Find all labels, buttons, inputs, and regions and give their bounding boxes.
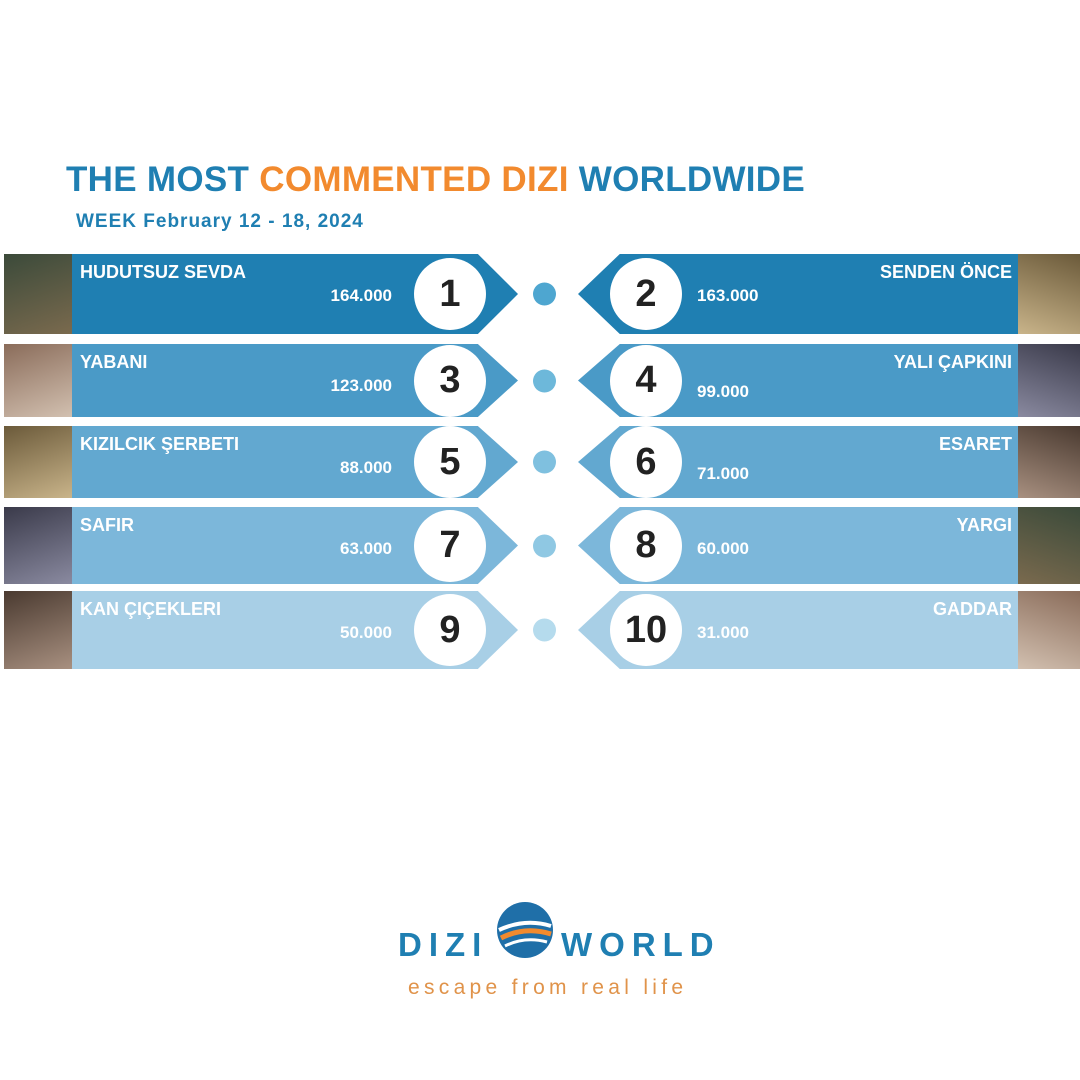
comment-count: 164.000 xyxy=(330,286,392,305)
rank-badge: 7 xyxy=(414,509,486,582)
comment-count: 99.000 xyxy=(697,382,749,401)
rank-badge: 4 xyxy=(610,344,682,417)
show-title: YALI ÇAPKINI xyxy=(893,352,1012,372)
rank-badge: 8 xyxy=(610,509,682,582)
ranking-row: HUDUTSUZ SEVDA 164.000 1 2 163.000 SENDE… xyxy=(0,254,1080,334)
ranking-row: KAN ÇIÇEKLERI 50.000 9 10 31.000 GADDAR xyxy=(0,591,1080,669)
divider-dot xyxy=(533,618,556,642)
divider-dot xyxy=(533,534,556,557)
poster-image xyxy=(4,591,72,669)
rank-badge: 2 xyxy=(610,258,682,330)
rank-badge: 10 xyxy=(610,594,682,666)
comment-count: 63.000 xyxy=(340,539,392,558)
show-title: YARGI xyxy=(956,515,1012,535)
week-subtitle: WEEK February 12 - 18, 2024 xyxy=(76,211,364,232)
poster-image xyxy=(1018,254,1080,334)
comment-count: 50.000 xyxy=(340,623,392,642)
poster-image xyxy=(1018,507,1080,584)
show-title: KAN ÇIÇEKLERI xyxy=(80,599,222,619)
comment-count: 60.000 xyxy=(697,539,749,558)
divider-dot xyxy=(533,369,556,392)
comment-count: 31.000 xyxy=(697,623,749,642)
poster-image xyxy=(1018,344,1080,417)
tagline: escape from real life xyxy=(408,976,688,999)
comment-count: 163.000 xyxy=(697,286,759,305)
globe-icon xyxy=(497,902,553,958)
rank-badge: 1 xyxy=(414,258,486,330)
poster-image xyxy=(1018,591,1080,669)
page-title: THE MOST COMMENTED DIZI WORLDWIDE xyxy=(66,160,806,199)
comment-count: 88.000 xyxy=(340,458,392,477)
poster-image xyxy=(4,507,72,584)
comment-count: 123.000 xyxy=(330,376,392,395)
poster-image xyxy=(4,254,72,334)
rank-badge: 9 xyxy=(414,594,486,666)
poster-image xyxy=(1018,426,1080,498)
show-title: GADDAR xyxy=(933,599,1012,619)
divider-dot xyxy=(533,450,556,474)
show-title: SENDEN ÖNCE xyxy=(879,262,1012,282)
show-title: KIZILCIK ŞERBETI xyxy=(80,434,240,454)
poster-image xyxy=(4,344,72,417)
show-title: ESARET xyxy=(938,434,1012,454)
show-title: SAFIR xyxy=(80,515,134,535)
ranking-row: KIZILCIK ŞERBETI 88.000 5 6 71.000 ESARE… xyxy=(0,426,1080,498)
comment-count: 71.000 xyxy=(697,464,749,483)
show-title: YABANI xyxy=(80,352,148,372)
poster-image xyxy=(4,426,72,498)
rank-badge: 3 xyxy=(414,344,486,417)
ranking-row: YABANI 123.000 3 4 99.000 YALI ÇAPKINI xyxy=(0,344,1080,417)
rank-badge: 5 xyxy=(414,426,486,498)
show-title: HUDUTSUZ SEVDA xyxy=(80,262,247,282)
divider-dot xyxy=(533,282,556,306)
rank-badge: 6 xyxy=(610,426,682,498)
dizi-world-logo: DIZI WORLD escape from real life xyxy=(398,900,728,1010)
ranking-row: SAFIR 63.000 7 8 60.000 YARGI xyxy=(0,507,1080,584)
